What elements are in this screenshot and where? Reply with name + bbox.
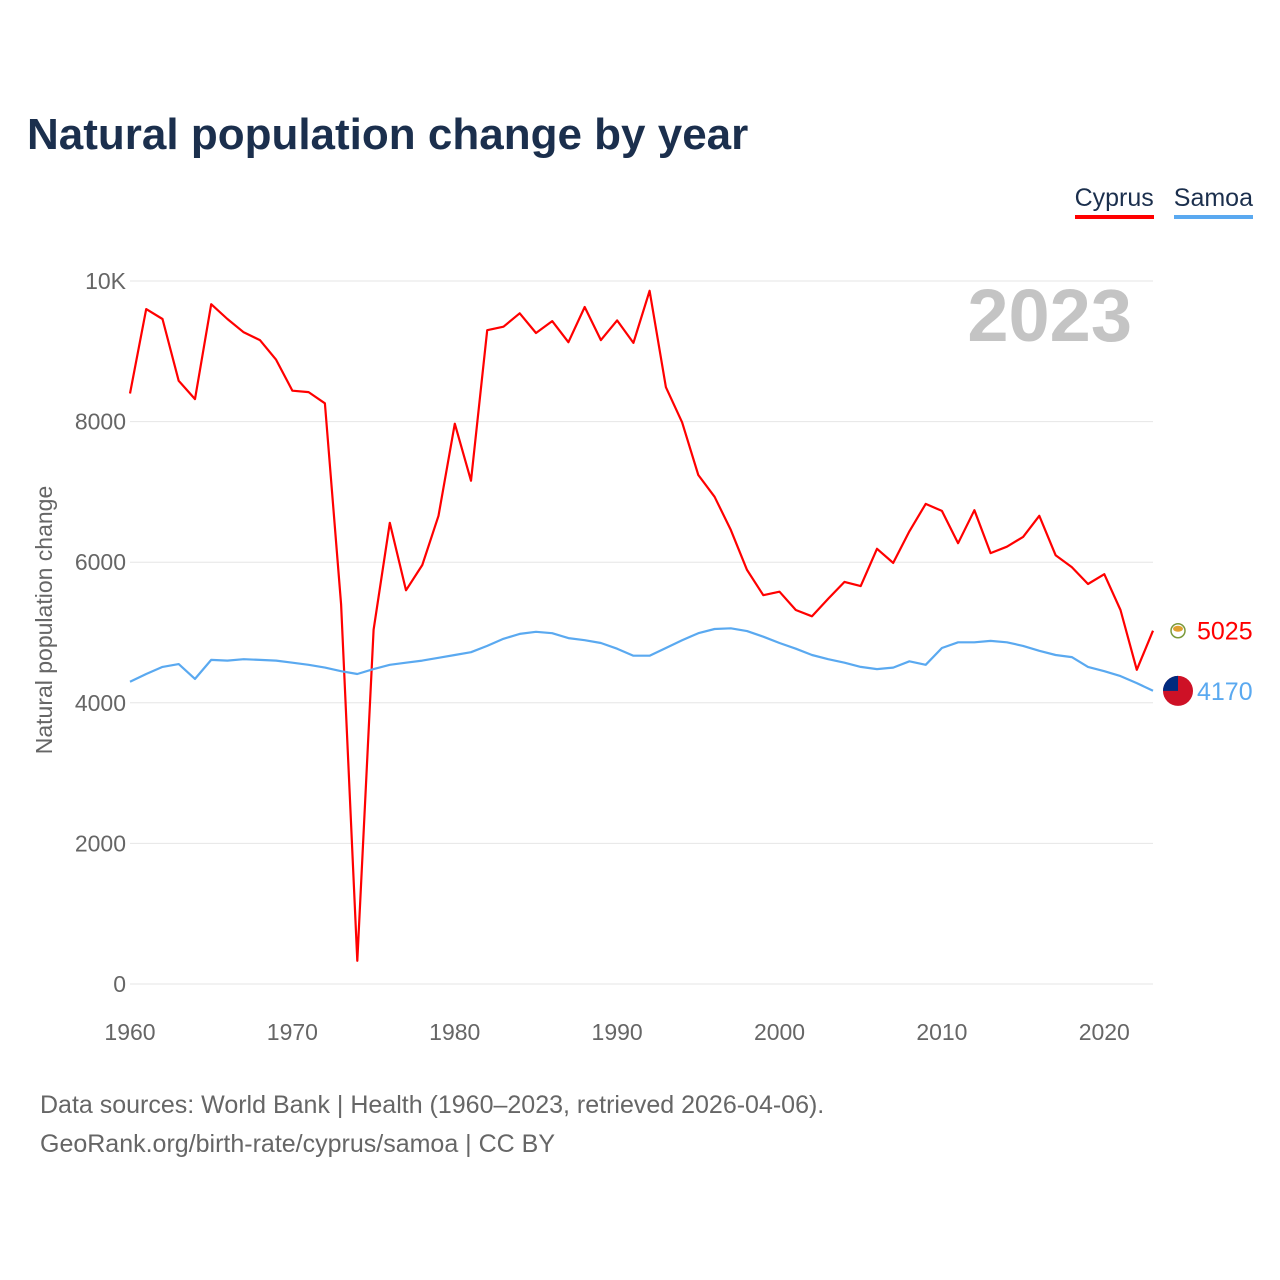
x-tick-label: 2020 <box>1079 1019 1130 1045</box>
y-tick-label: 2000 <box>75 830 126 856</box>
end-value-label-samoa: 4170 <box>1197 678 1253 706</box>
legend-samoa[interactable]: Samoa <box>1173 184 1253 219</box>
y-tick-label: 10K <box>85 268 127 294</box>
x-tick-label: 1960 <box>104 1019 155 1045</box>
source-line-1: Data sources: World Bank | Health (1960–… <box>40 1091 825 1119</box>
x-tick-label: 2010 <box>916 1019 967 1045</box>
y-tick-label: 6000 <box>75 549 126 575</box>
x-tick-label: 1990 <box>592 1019 643 1045</box>
legend-cyprus[interactable]: Cyprus <box>1074 184 1154 219</box>
source-line-2[interactable]: GeoRank.org/birth-rate/cyprus/samoa | CC… <box>40 1130 556 1158</box>
y-tick-label: 0 <box>113 971 126 997</box>
samoa-flag-canton <box>1163 675 1178 691</box>
series-line-samoa <box>129 627 1154 692</box>
x-tick-label: 1980 <box>429 1019 480 1045</box>
cyprus-flag-map <box>1173 625 1183 632</box>
legend: Cyprus Samoa <box>1074 184 1253 219</box>
end-value-label-cyprus: 5025 <box>1197 618 1253 646</box>
chart-title: Natural population change by year <box>27 110 749 159</box>
source-note: Data sources: World Bank | Health (1960–… <box>40 1086 824 1164</box>
y-tick-label: 4000 <box>75 690 126 716</box>
x-tick-label: 1970 <box>267 1019 318 1045</box>
x-tick-label: 2000 <box>754 1019 805 1045</box>
y-axis-label: Natural population change <box>31 486 57 755</box>
series-line-cyprus <box>128 289 1155 962</box>
y-tick-label: 8000 <box>75 409 126 435</box>
year-label: 2023 <box>967 274 1132 357</box>
